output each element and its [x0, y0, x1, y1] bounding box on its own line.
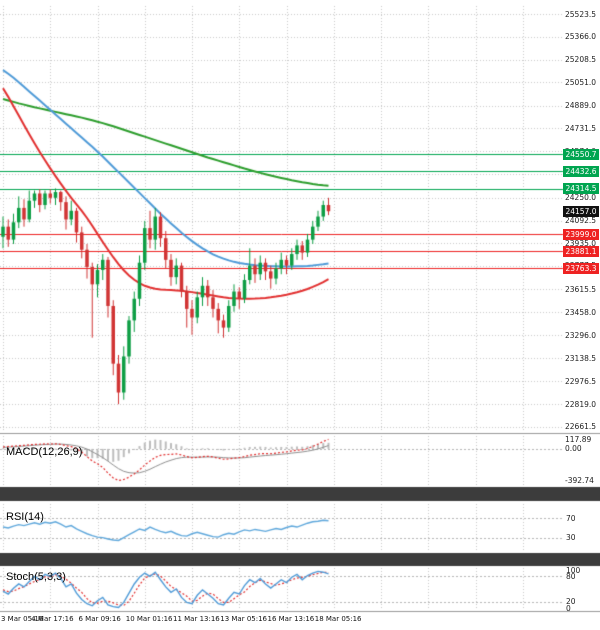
trading-chart-window: MACD(12,26,9) RSI(14) Stoch(5,3,3) 25523…: [0, 0, 600, 630]
chart-canvas[interactable]: [0, 0, 600, 630]
